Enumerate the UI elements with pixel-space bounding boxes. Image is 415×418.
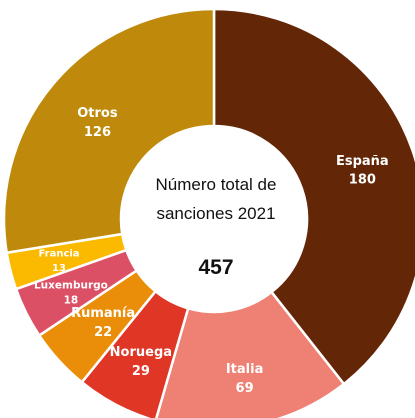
center-title-line2: sanciones 2021 xyxy=(156,204,275,223)
slice-label-espana: España xyxy=(336,154,389,169)
slice-label-rumania: Rumanía xyxy=(71,306,135,321)
slice-labels-group: España 180 Italia 69 Noruega 29 Rumanía 22 Luxem… xyxy=(34,106,389,396)
center-title-line1: Número total de xyxy=(156,175,277,194)
slice-label-francia: Francia xyxy=(38,249,79,260)
slice-value-italia: 69 xyxy=(236,381,254,396)
slice-value-otros: 126 xyxy=(84,125,111,140)
donut-hole xyxy=(121,126,307,312)
slice-label-luxemburgo: Luxemburgo xyxy=(34,279,108,291)
slice-label-italia: Italia xyxy=(226,362,264,377)
slice-label-otros: Otros xyxy=(77,106,118,121)
slice-value-espana: 180 xyxy=(349,173,376,188)
slice-value-francia: 13 xyxy=(52,263,66,274)
slice-value-rumania: 22 xyxy=(94,325,112,340)
slice-value-luxemburgo: 18 xyxy=(64,295,79,307)
slice-value-noruega: 29 xyxy=(132,364,150,379)
center-total: 457 xyxy=(198,256,233,279)
slice-label-noruega: Noruega xyxy=(110,345,172,360)
